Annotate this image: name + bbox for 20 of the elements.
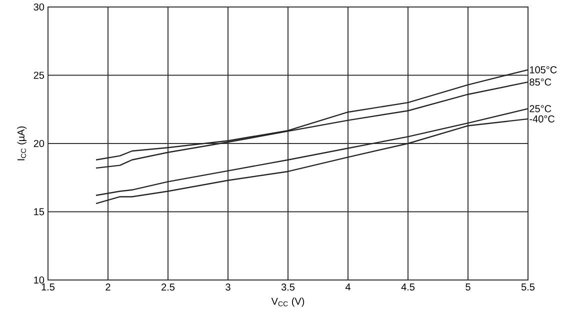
- x-tick-label: 4: [345, 284, 350, 290]
- x-axis-title: V$_{CC}$ (V): [271, 297, 304, 307]
- series-label: 25°C: [530, 105, 552, 112]
- y-axis-title: I$_{CC}$ (µA): [17, 126, 26, 160]
- x-tick-label: 4.5: [401, 284, 415, 291]
- series-label: -40°C: [530, 115, 555, 122]
- y-tick-label: 30: [34, 3, 44, 11]
- y-tick-label: 25: [34, 72, 44, 79]
- x-tick-label: 5.5: [521, 284, 535, 291]
- series-label: 85°C: [530, 78, 552, 86]
- series-label: 105°C: [530, 66, 557, 74]
- x-tick-label: 1.5: [42, 284, 55, 291]
- x-tick-label: 2.5: [162, 284, 175, 291]
- x-tick-label: 5: [466, 284, 470, 291]
- y-tick-label: 20: [34, 140, 44, 148]
- x-tick-label: 2: [106, 284, 110, 291]
- x-tick-label: 3: [226, 284, 230, 291]
- x-tick-label: 3.5: [281, 284, 295, 291]
- y-tick-label: 10: [34, 276, 44, 284]
- y-tick-label: 15: [34, 208, 44, 216]
